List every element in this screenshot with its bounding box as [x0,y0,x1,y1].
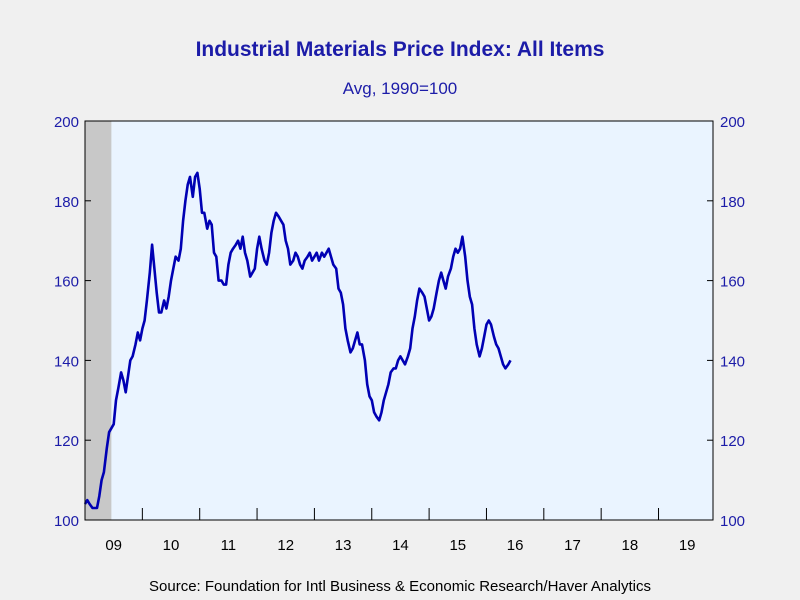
y-tick-label-left: 120 [54,433,79,450]
recession-shade [85,121,112,520]
x-tick-label: 17 [564,537,581,554]
axis-ticks: 100 100 120 120 140 140 160 160 180 180 200 200 09 10… [54,114,745,554]
y-tick-label-right: 160 [720,274,745,291]
x-tick-label: 14 [392,537,409,554]
chart-title: Industrial Materials Price Index: All It… [195,38,605,61]
y-tick-label-left: 160 [54,274,79,291]
x-tick-label: 18 [621,537,638,554]
y-tick-label-left: 200 [54,114,79,131]
x-tick-label: 09 [105,537,122,554]
series-line [83,171,512,510]
x-tick-label: 12 [277,537,294,554]
y-tick-label-left: 140 [54,353,79,370]
x-tick-label: 10 [163,537,180,554]
y-tick-label-right: 100 [720,513,745,530]
y-tick-label-right: 140 [720,353,745,370]
y-tick-label-right: 200 [720,114,745,131]
plot-frame [84,120,714,521]
x-tick-label: 15 [449,537,466,554]
x-tick-label: 13 [335,537,352,554]
x-tick-label: 16 [507,537,524,554]
chart-source: Source: Foundation for Intl Business & E… [149,578,651,595]
y-tick-label-left: 100 [54,513,79,530]
y-tick-label-right: 180 [720,194,745,211]
chart-subtitle: Avg, 1990=100 [342,79,458,98]
y-tick-label-right: 120 [720,433,745,450]
y-tick-label-left: 180 [54,194,79,211]
x-tick-label: 19 [679,537,696,554]
plot-background [85,121,713,520]
x-tick-label: 11 [221,537,237,554]
